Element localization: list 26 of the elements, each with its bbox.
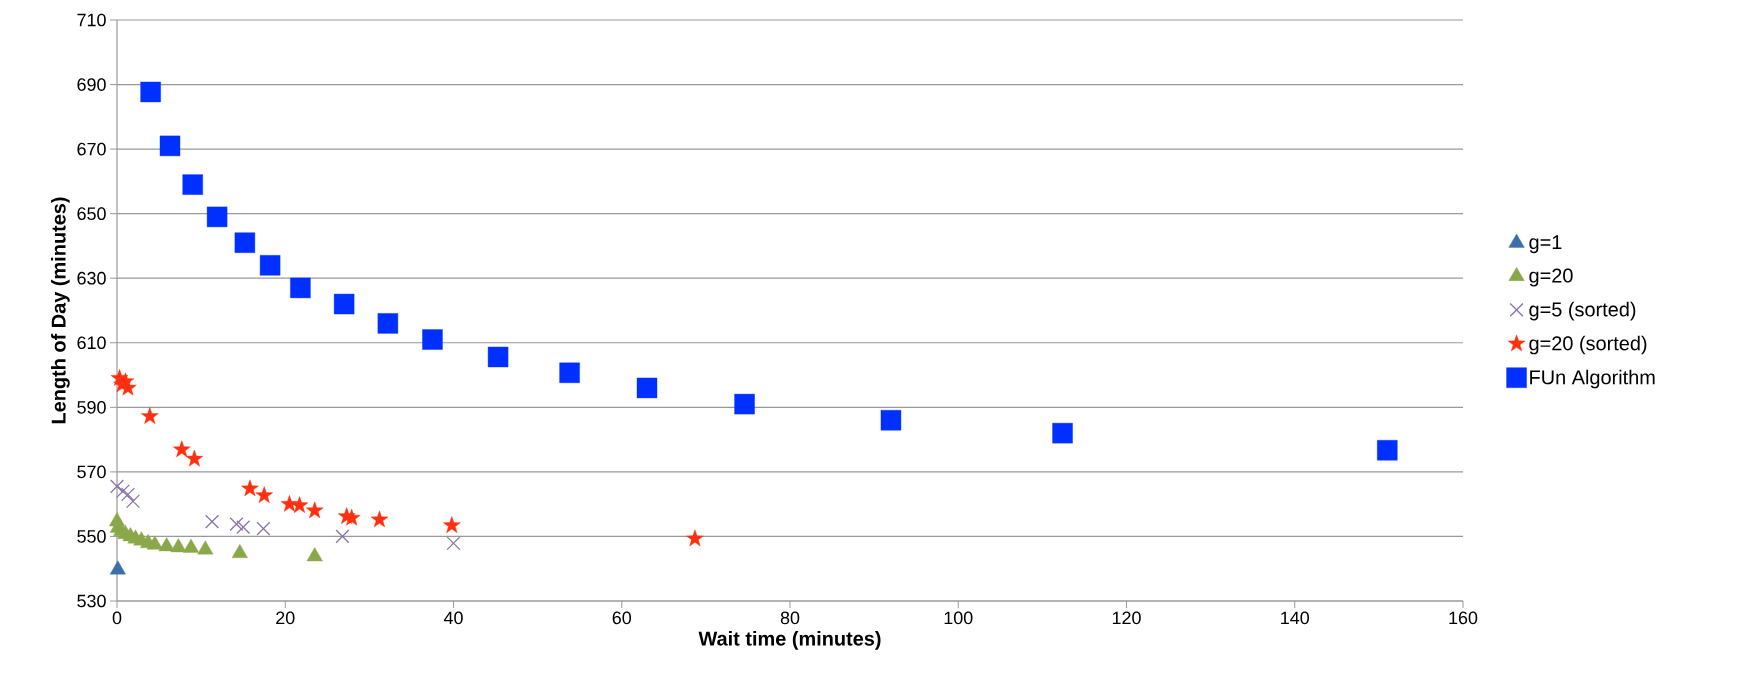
y-tick-label: 690 bbox=[77, 78, 106, 91]
y-tick-label: 570 bbox=[77, 465, 106, 479]
y-tick-label: 650 bbox=[77, 207, 106, 221]
x-tick-label: 120 bbox=[1112, 611, 1141, 625]
y-tick-label: 550 bbox=[77, 530, 106, 543]
x-axis-title: Wait time (minutes) bbox=[698, 631, 881, 650]
y-tick-label: 610 bbox=[77, 336, 106, 350]
x-tick-label: 40 bbox=[443, 611, 463, 625]
y-tick-label: 670 bbox=[77, 142, 106, 156]
legend-label: g=20 bbox=[1529, 268, 1573, 287]
y-tick-label: 710 bbox=[77, 13, 106, 27]
legend-label: g=1 bbox=[1529, 235, 1562, 254]
legend-label: FUn Algorithm bbox=[1530, 369, 1655, 389]
x-tick-label: 20 bbox=[276, 611, 295, 625]
x-tick-label: 100 bbox=[944, 611, 973, 625]
x-tick-label: 60 bbox=[612, 611, 632, 625]
y-tick-label: 530 bbox=[77, 594, 106, 608]
x-tick-label: 80 bbox=[780, 611, 800, 625]
y-tick-label: 590 bbox=[77, 400, 106, 414]
legend-label: g=5 (sorted) bbox=[1529, 301, 1636, 321]
y-axis-title: Length of Day (minutes) bbox=[51, 197, 70, 424]
x-tick-label: 0 bbox=[112, 611, 122, 625]
x-tick-label: 140 bbox=[1281, 611, 1310, 625]
legend-label: g=20 (sorted) bbox=[1529, 335, 1647, 355]
y-tick-label: 630 bbox=[77, 271, 106, 285]
x-tick-label: 160 bbox=[1449, 611, 1478, 625]
